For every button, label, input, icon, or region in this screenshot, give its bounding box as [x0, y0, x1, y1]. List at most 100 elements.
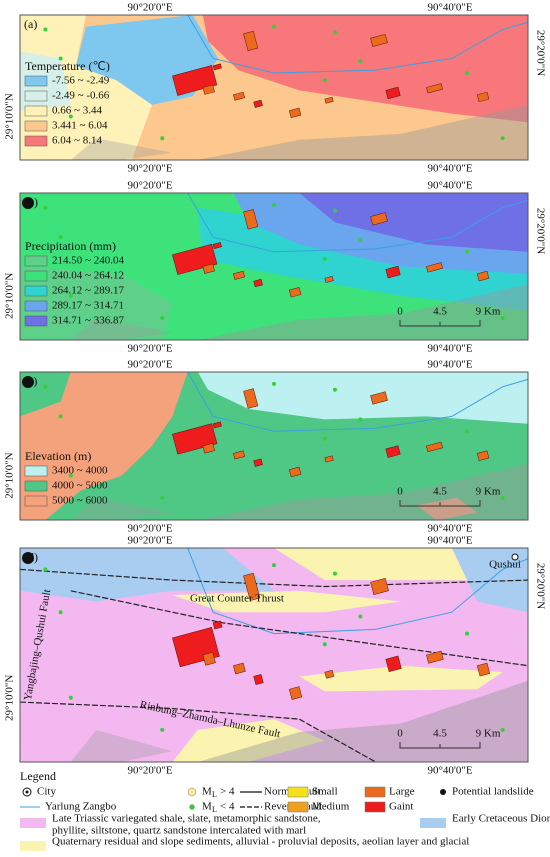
size-swatch: [287, 801, 309, 813]
legend-label: Gaint: [389, 801, 413, 813]
earthquake: [322, 257, 327, 262]
legend-label: M: [202, 801, 212, 813]
landslide: [370, 391, 388, 405]
fault-line: [70, 590, 528, 667]
map-region: [20, 266, 173, 340]
unit-swatch: [20, 818, 46, 828]
legend-label: 3.441 ~ 6.04: [52, 120, 108, 132]
landslide: [476, 91, 490, 103]
legend-label: -7.56 ~ -2.49: [52, 75, 110, 87]
legend-label: Quaternary residual and slope sediments,…: [52, 836, 469, 848]
unit-swatch: [20, 841, 46, 851]
legend-label: < 4: [220, 801, 235, 813]
earthquake: [332, 387, 337, 392]
landslide: [288, 107, 302, 119]
north-arrow: [22, 552, 34, 564]
earthquake: [160, 136, 165, 141]
landslide: [426, 262, 443, 273]
map-region: [299, 193, 528, 252]
earthquake: [58, 235, 63, 240]
landslide: [385, 265, 401, 279]
longitude-label: 90°20'0"E: [127, 765, 172, 777]
earthquake: [322, 78, 327, 83]
landslide: [172, 65, 218, 96]
earthquake: [358, 417, 363, 422]
landslide: [476, 450, 490, 461]
scale-label: 9 Km: [476, 486, 501, 498]
longitude-label: 90°20'0"E: [127, 180, 172, 192]
river: [187, 372, 528, 432]
longitude-label: 90°20'0"E: [127, 535, 172, 547]
city-symbol-dot: [25, 790, 29, 794]
legend-swatch: [24, 285, 48, 297]
legend-label: 289.17 ~ 314.71: [52, 300, 124, 312]
legend-swatch: [24, 270, 48, 282]
earthquake: [465, 631, 470, 636]
scale-label: 4.5: [433, 486, 447, 498]
landslide: [202, 263, 215, 274]
earthquake: [160, 727, 165, 732]
panel-frame: [19, 371, 529, 521]
earthquake: [332, 208, 337, 213]
map-region: [416, 497, 478, 520]
panel-frame: [19, 14, 529, 161]
earthquake: [68, 114, 73, 119]
scale-label: 9 Km: [476, 306, 501, 318]
map-region: [70, 729, 173, 762]
legend-label: 6.04 ~ 8.14: [52, 135, 102, 147]
earthquake: [322, 642, 327, 647]
landslide: [324, 275, 334, 283]
earthquake: [43, 567, 48, 572]
map-annotation: Qushui: [489, 559, 521, 571]
legend-label: 214.50 ~ 240.04: [52, 255, 124, 267]
landslide: [324, 96, 334, 104]
earthquake: [160, 315, 165, 320]
longitude-label: 90°20'0"E: [127, 163, 172, 175]
landslide: [385, 445, 401, 458]
map-panel: [20, 548, 528, 762]
longitude-label: 90°40'0"E: [427, 535, 472, 547]
legend-label: Late Triassic variegated shale, slate, m…: [52, 813, 321, 825]
legend-label: L: [212, 790, 217, 799]
landslide: [253, 674, 264, 685]
river: [187, 193, 528, 253]
legend-label: -2.49 ~ -0.66: [52, 90, 110, 102]
landslide: [324, 669, 335, 679]
landslide: [385, 86, 401, 100]
legend-label: Small: [312, 786, 338, 798]
landslide: [202, 84, 215, 95]
earthquake: [358, 59, 363, 64]
landslide: [243, 388, 259, 409]
longitude-label: 90°40'0"E: [427, 359, 472, 371]
landslide: [233, 270, 246, 280]
legend-label: 3400 ~ 4000: [52, 465, 108, 477]
map-region: [20, 372, 188, 520]
legend-swatch: [24, 495, 48, 507]
map-region: [20, 15, 153, 160]
north-arrow: [22, 376, 34, 388]
map-region: [274, 548, 503, 581]
map-region: [299, 665, 503, 692]
map-annotation: Great Counter Thrust: [190, 593, 284, 605]
earthquake: [43, 384, 48, 389]
longitude-label: 90°40'0"E: [427, 523, 472, 535]
landslide: [212, 421, 222, 429]
legend-label: 4000 ~ 5000: [52, 480, 108, 492]
legend-label: City: [37, 786, 56, 798]
latitude-label: 29°10'0"N: [4, 273, 16, 319]
river: [187, 548, 528, 635]
scale-bar: [399, 500, 481, 507]
landslide: [288, 287, 302, 298]
earthquake: [160, 495, 165, 500]
river: [187, 15, 528, 74]
earthquake: [272, 202, 276, 207]
latitude-label: 29°10'0"N: [4, 675, 16, 721]
earthquake: [58, 414, 63, 419]
earthquake: [332, 571, 337, 576]
earthquake: [43, 27, 48, 32]
size-swatch: [287, 786, 309, 798]
map-region: [20, 548, 274, 602]
earthquake: [500, 315, 505, 320]
scale-label: 4.5: [433, 728, 447, 740]
landslide: [370, 33, 388, 47]
